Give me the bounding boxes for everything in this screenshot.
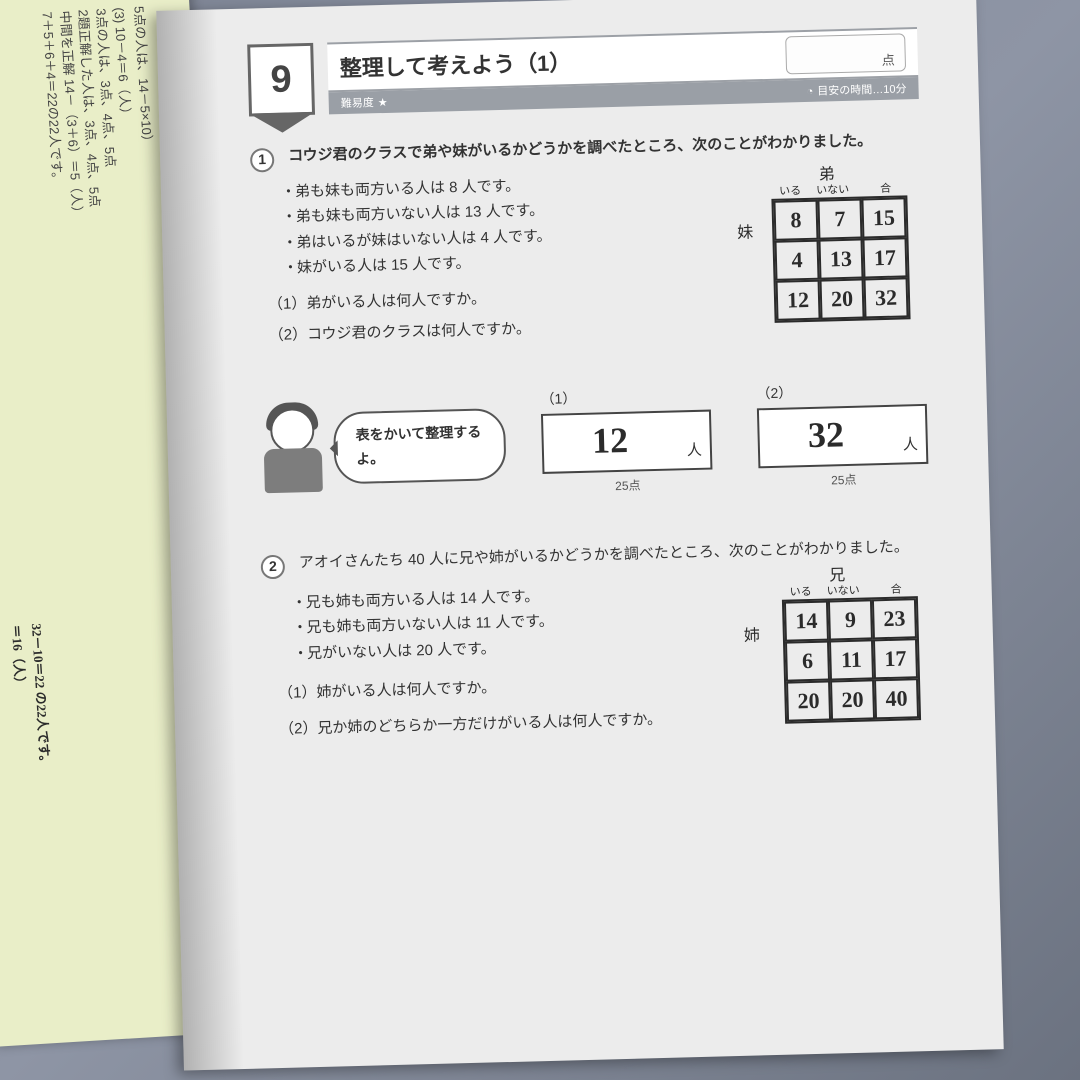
grid-cell: 20 [830, 679, 875, 720]
difficulty-label: 難易度 [341, 94, 388, 111]
problem-number: 1 [250, 148, 275, 173]
grid-cell: 12 [776, 280, 821, 321]
problem-lead: アオイさんたち 40 人に兄や姉がいるかどうかを調べたところ、次のことがわかりま… [299, 538, 909, 571]
problem-number: 2 [261, 555, 286, 580]
grid-cell: 17 [862, 237, 907, 278]
grid-cell: 6 [785, 641, 830, 682]
lesson-title: 整理して考えよう（1） [339, 45, 571, 83]
grid-cell: 7 [817, 199, 862, 240]
grid-cell: 20 [786, 681, 831, 722]
worksheet-header: 9 整理して考えよう（1） 点 難易度 目安の時間…10分 [247, 27, 919, 117]
grid-cell: 20 [820, 278, 865, 319]
answer-label: （1） [540, 387, 576, 412]
answer-box: 32 人 [757, 404, 929, 468]
answer-item: （1） 12 人 25点 [540, 383, 713, 498]
problem-lead: コウジ君のクラスで弟や妹がいるかどうかを調べたところ、次のことがわかりました。 [288, 132, 872, 164]
leftpage-line: 5点の人は、14－5×10） [130, 5, 158, 148]
grid-cell: 40 [874, 678, 919, 719]
answer-value: 12 [591, 410, 629, 472]
leftpage-handwriting: 32－10＝22 の22人です。 [28, 623, 56, 769]
leftpage-handwriting: ＝16（人） [8, 624, 31, 690]
grid-left-label: 姉 [735, 626, 763, 643]
score-suffix: 点 [882, 50, 896, 69]
grid-cell: 4 [774, 240, 819, 281]
handwritten-grid-1: 8 7 15 4 13 17 12 20 32 [771, 195, 910, 323]
problem-1: 1 コウジ君のクラスで弟や妹がいるかどうかを調べたところ、次のことがわかりました… [250, 127, 929, 505]
grid-cell: 9 [828, 599, 873, 640]
answer-unit: 人 [903, 432, 919, 458]
answer-points: 25点 [831, 469, 857, 490]
answer-label: （2） [756, 381, 792, 406]
answer-unit: 人 [687, 438, 703, 464]
score-box: 点 [785, 33, 906, 74]
character-illustration [257, 404, 318, 495]
answer-points: 25点 [615, 475, 641, 496]
handwritten-grid-2: 14 9 23 6 11 17 20 20 40 [782, 596, 921, 724]
problem-2: 2 アオイさんたち 40 人に兄や姉がいるかどうかを調べたところ、次のことがわか… [260, 534, 935, 743]
answer-box: 12 人 [541, 409, 713, 473]
grid-left-label: 妹 [729, 223, 757, 240]
grid-cell: 8 [773, 200, 818, 241]
lesson-number-ribbon: 9 [247, 43, 315, 117]
grid-cell: 14 [784, 601, 829, 642]
grid-cell: 17 [873, 638, 918, 679]
speech-bubble: 表をかいて整理するよ。 [333, 408, 507, 484]
worksheet-page: 9 整理して考えよう（1） 点 難易度 目安の時間…10分 1 コウジ君のクラス… [156, 0, 1003, 1071]
bubble-text: 表をかいて整理するよ。 [355, 424, 481, 467]
grid-cell: 15 [861, 197, 906, 238]
grid-cell: 23 [872, 598, 917, 639]
answer-item: （2） 32 人 25点 [756, 378, 929, 493]
time-label: 目安の時間…10分 [806, 80, 906, 99]
grid-cell: 11 [829, 639, 874, 680]
lesson-number: 9 [270, 58, 292, 102]
grid-cell: 13 [818, 239, 863, 280]
grid-cell: 32 [864, 277, 909, 318]
answer-value: 32 [807, 404, 845, 466]
